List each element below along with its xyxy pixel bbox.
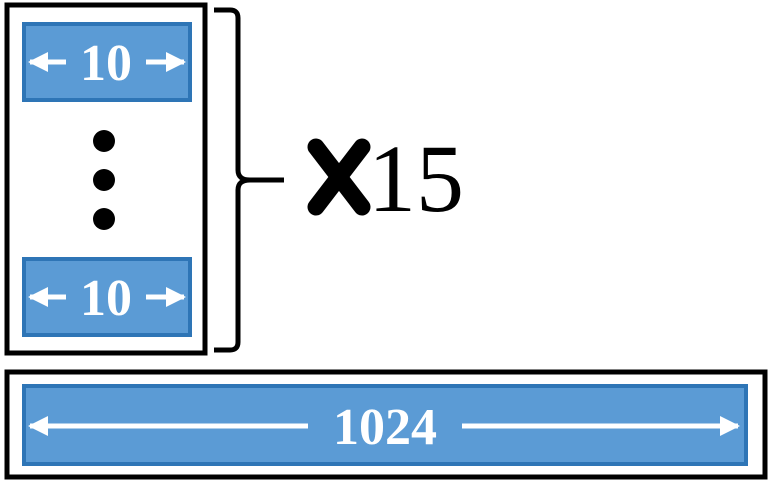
multiplier-value: 15: [368, 125, 464, 232]
wide-block: 1024: [22, 384, 748, 466]
bottom-block-label: 10: [80, 270, 132, 327]
right-brace-icon: [214, 7, 284, 353]
top-block-label: 10: [80, 35, 132, 92]
vertical-ellipsis-icon: [93, 130, 115, 230]
wide-block-label: 1024: [333, 399, 437, 456]
top-block: 10: [22, 22, 192, 102]
multiply-icon: [307, 138, 371, 216]
wide-frame: [4, 369, 768, 480]
bottom-block: 10: [22, 257, 192, 337]
group-frame: [4, 2, 208, 356]
